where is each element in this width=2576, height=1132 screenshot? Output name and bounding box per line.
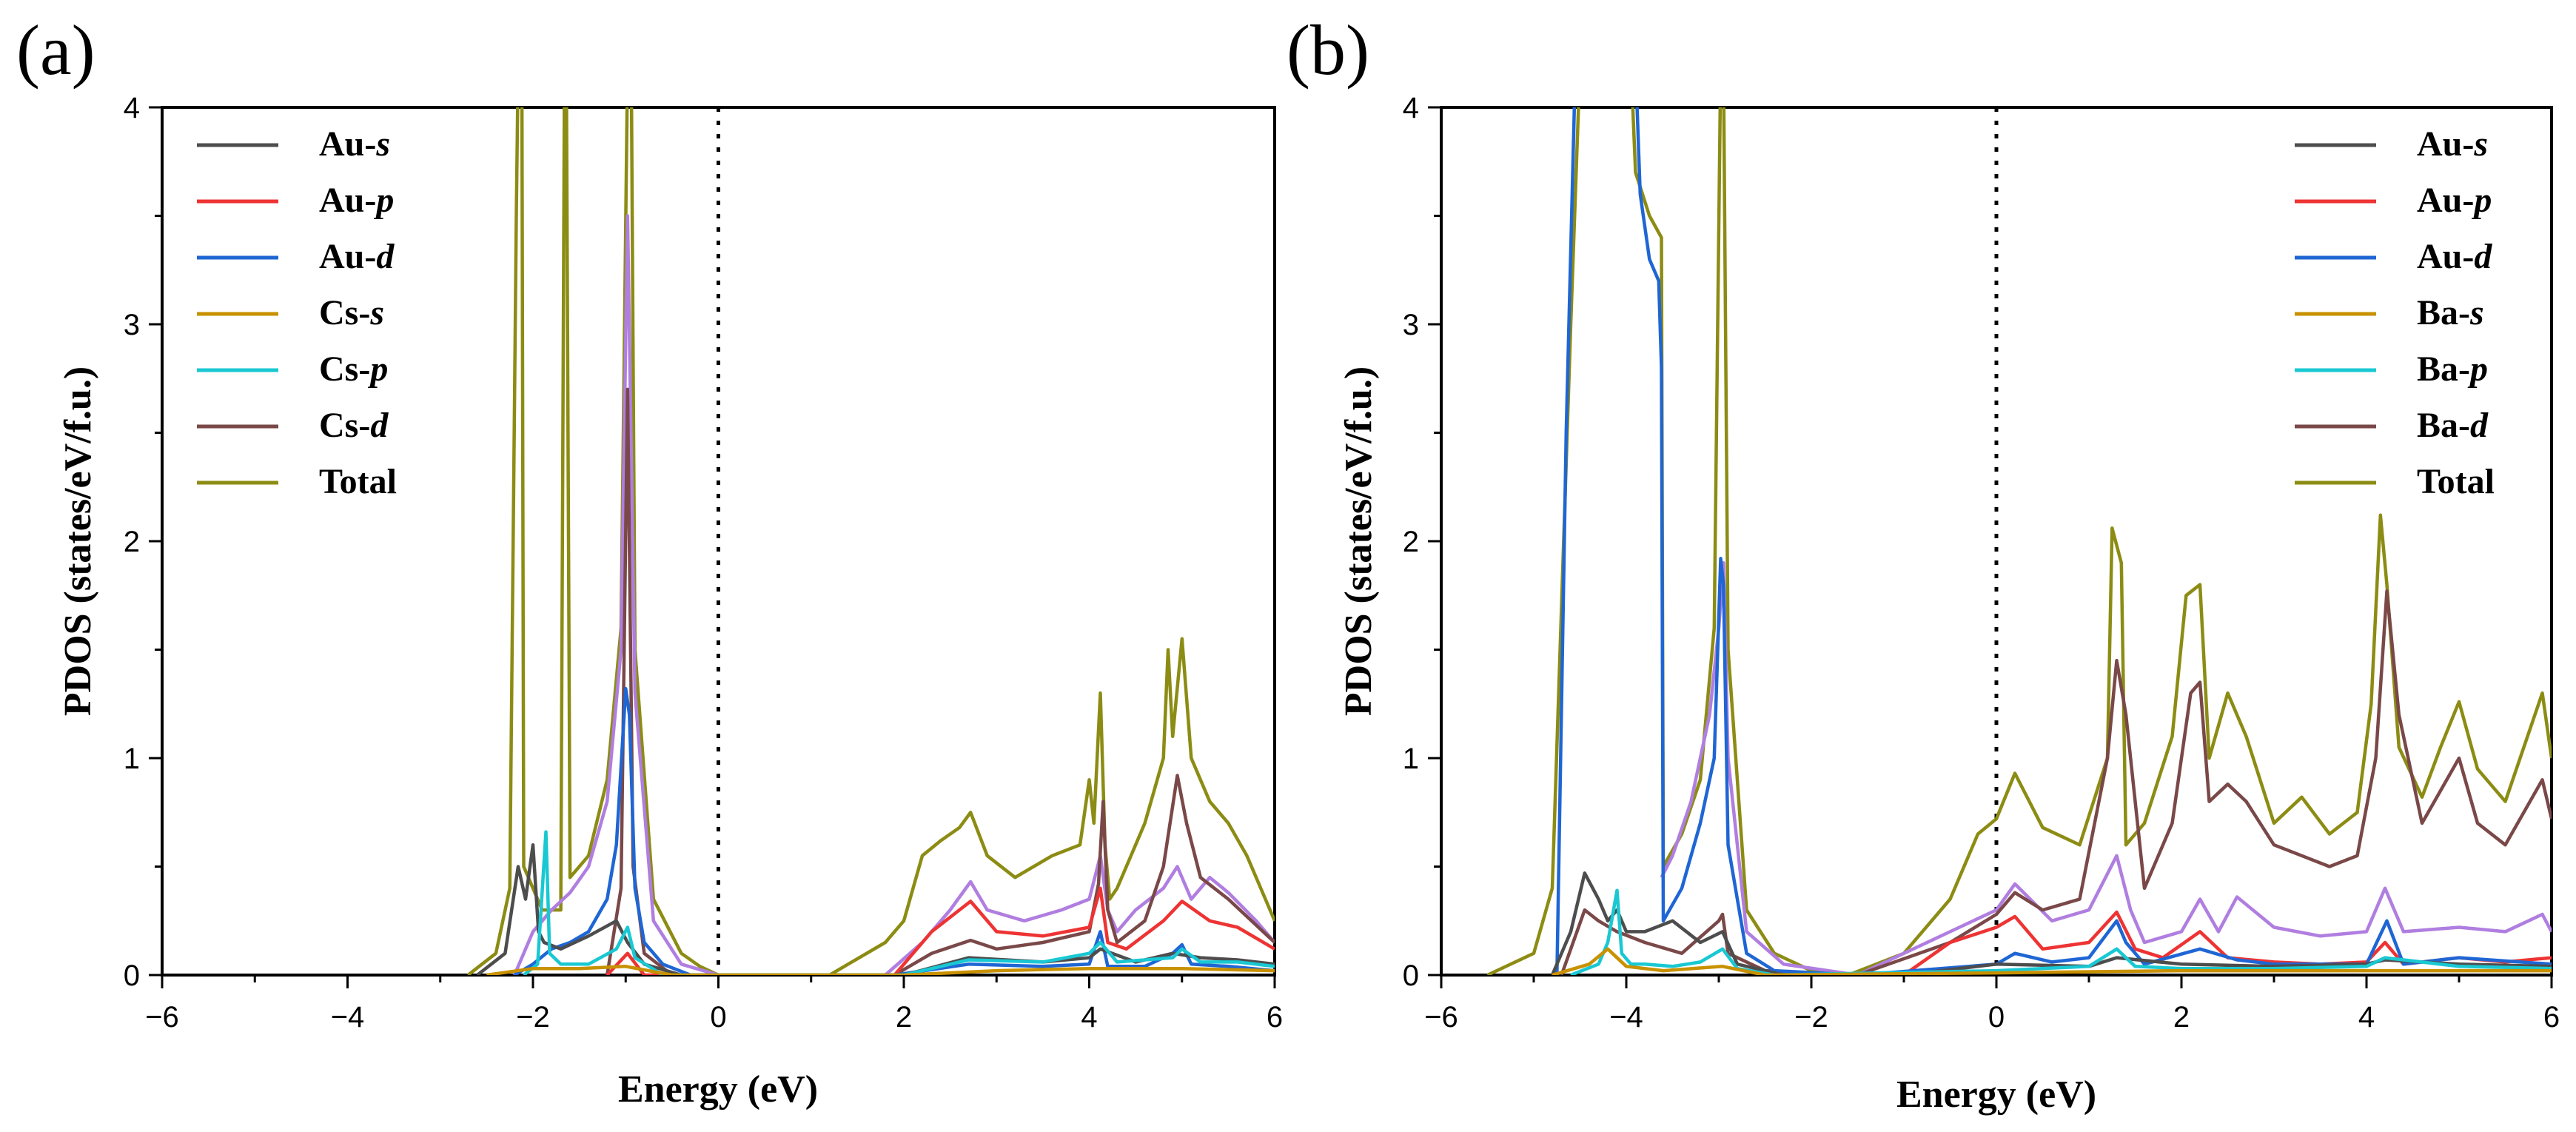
panel-b-label: (b): [1287, 10, 1369, 90]
panel-a-x-tick-label: −4: [331, 1001, 365, 1034]
panel-a-y-tick-label: 1: [124, 743, 140, 775]
panel-b: (b) −6 −4 −2 0 2 4 6 0 1 2 3 4 Au-s Au-p Au-d Ba-s Ba-p B…: [1287, 10, 2560, 1116]
panel-a-legend-label: Total: [319, 462, 397, 501]
panel-a-legend-label: Cs-d: [319, 406, 389, 445]
panel-a-x-tick-label: 4: [1081, 1001, 1097, 1034]
panel-b-legend-label: Ba-d: [2417, 406, 2489, 445]
panel-b-series-total: [1486, 107, 2552, 975]
panel-b-series-au-s: [1550, 871, 2552, 975]
panel-b-legend-label: Total: [2417, 462, 2495, 501]
panel-b-y-tick-label: 4: [1403, 92, 1419, 124]
panel-b-y-axis-title: PDOS (states/eV/f.u.): [1338, 366, 1380, 716]
panel-a-y-tick-label: 2: [124, 526, 140, 558]
panel-b-x-tick-label: 6: [2543, 1001, 2560, 1034]
panel-a: (a) −6 −4 −2 0 2 4 6 0 1 2 3 4 Au-s Au-p Au-d Cs-s Cs-p C…: [16, 10, 1283, 1111]
panel-a-x-tick-label: −2: [516, 1001, 550, 1034]
panel-b-legend-label: Au-d: [2417, 237, 2492, 276]
panel-a-label: (a): [16, 10, 95, 90]
panel-a-series-au-s: [476, 843, 1275, 975]
panel-b-series-ba-s: [1552, 947, 2552, 975]
panel-a-series-au-d-cs-p-sum-: [512, 214, 1275, 975]
panel-b-series-au-d: [1555, 107, 2552, 975]
panel-a-series-group: [466, 107, 1275, 975]
panel-a-series-au-p: [606, 886, 1275, 975]
panel-a-y-tick-label: 3: [124, 309, 140, 341]
panel-a-x-tick-label: 0: [710, 1001, 726, 1034]
panel-a-legend-label: Cs-s: [319, 293, 384, 332]
panel-a-legend-label: Au-p: [319, 181, 394, 220]
panel-b-plot-area: −6 −4 −2 0 2 4 6 0 1 2 3 4 Au-s Au-p Au-d Ba-s Ba-p Ba-d T…: [1403, 92, 2560, 1034]
panel-a-series-total: [466, 107, 1275, 975]
panel-b-legend: Au-s Au-p Au-d Ba-s Ba-p Ba-d Total: [2295, 124, 2495, 501]
panel-b-legend-label: Au-s: [2417, 124, 2488, 164]
panel-a-x-axis-title: Energy (eV): [618, 1068, 818, 1111]
panel-b-x-axis-title: Energy (eV): [1896, 1074, 2096, 1116]
panel-b-x-tick-label: 0: [1988, 1001, 2005, 1034]
panel-a-legend-label: Cs-p: [319, 349, 388, 389]
panel-b-y-tick-label: 0: [1403, 959, 1419, 992]
panel-b-x-tick-label: −6: [1424, 1001, 1458, 1034]
panel-a-x-tick-label: 2: [896, 1001, 912, 1034]
panel-b-y-tick-label: 3: [1403, 309, 1419, 341]
panel-a-series-cs-p: [523, 830, 1275, 975]
panel-b-y-tick-label: 1: [1403, 743, 1419, 775]
panel-a-y-tick-label: 0: [124, 959, 140, 992]
panel-b-legend-label: Ba-s: [2417, 293, 2484, 332]
panel-b-y-tick-label: 2: [1403, 526, 1419, 558]
panel-b-x-tick-label: 2: [2173, 1001, 2190, 1034]
panel-a-legend-label: Au-d: [319, 237, 395, 276]
panel-b-legend-label: Au-p: [2417, 181, 2492, 220]
panel-b-legend-label: Ba-p: [2417, 349, 2488, 389]
panel-a-series-cs-s: [486, 965, 1275, 975]
panel-a-y-axis-title: PDOS (states/eV/f.u.): [57, 366, 99, 716]
panel-b-x-tick-label: −4: [1609, 1001, 1643, 1034]
panel-b-series-ba-d: [1560, 589, 2552, 975]
panel-a-y-tick-label: 4: [124, 92, 140, 124]
panel-a-legend-label: Au-s: [319, 124, 390, 164]
panel-b-series-group: [1486, 107, 2552, 975]
panel-a-x-tick-label: −6: [145, 1001, 179, 1034]
panel-a-x-tick-label: 6: [1267, 1001, 1283, 1034]
panel-a-series-cs-d: [605, 387, 1275, 975]
panel-b-x-tick-label: 4: [2358, 1001, 2375, 1034]
panel-a-plot-area: −6 −4 −2 0 2 4 6 0 1 2 3 4 Au-s Au-p Au-d Cs-s Cs-p Cs-d T…: [124, 92, 1283, 1034]
panel-b-plot-frame: [1440, 106, 2553, 977]
panel-b-x-tick-label: −2: [1794, 1001, 1828, 1034]
panel-a-legend: Au-s Au-p Au-d Cs-s Cs-p Cs-d Total: [197, 124, 397, 501]
